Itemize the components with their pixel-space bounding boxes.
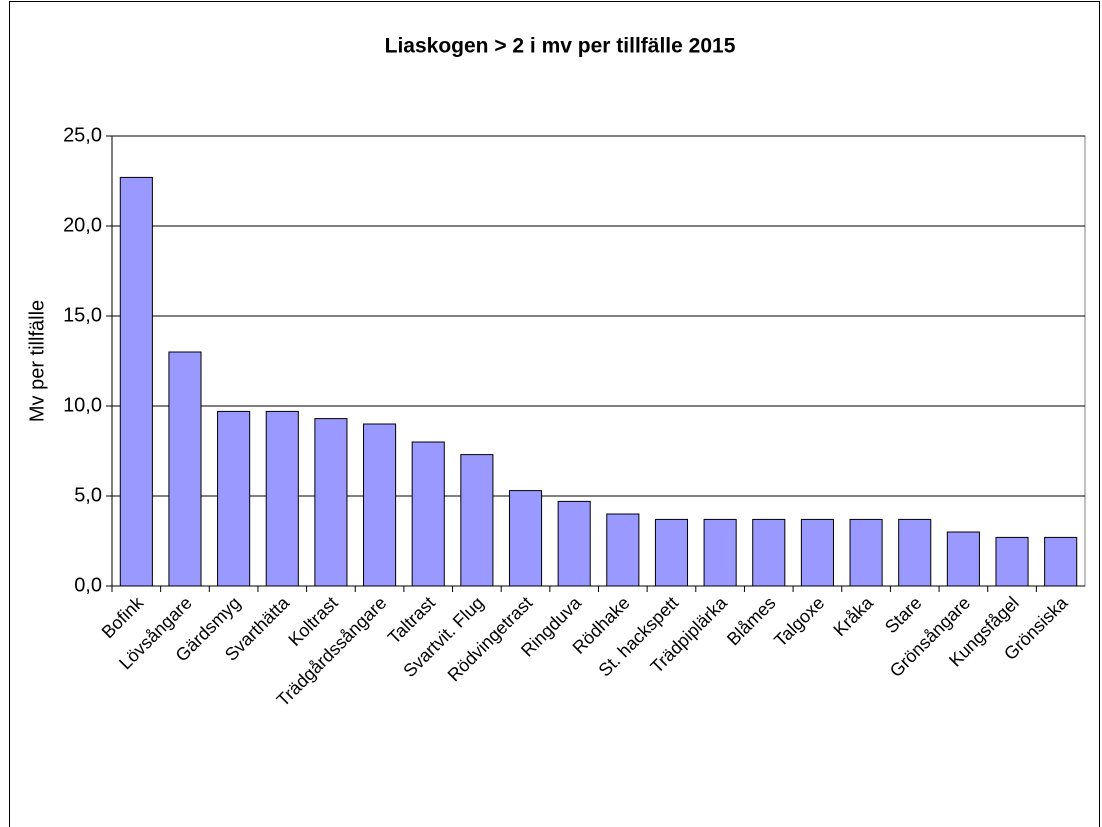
bar xyxy=(508,490,543,587)
chart-title: Liaskogen > 2 i mv per tillfälle 2015 xyxy=(385,35,736,58)
bar xyxy=(606,513,640,587)
y-tick-label: 5,0 xyxy=(74,484,102,506)
bar xyxy=(898,518,932,587)
bar xyxy=(460,454,494,587)
bar xyxy=(168,351,202,587)
bar xyxy=(1044,536,1078,587)
bar xyxy=(849,518,883,587)
bar xyxy=(654,518,689,587)
bar xyxy=(995,536,1029,587)
bar xyxy=(800,518,834,587)
y-tick-label: 0,0 xyxy=(74,574,102,596)
bar xyxy=(752,518,786,587)
bar xyxy=(265,410,299,587)
y-axis-label: Mv per tillfälle xyxy=(26,300,48,422)
bar xyxy=(557,500,591,587)
bar xyxy=(946,531,980,587)
bar xyxy=(217,410,251,587)
y-tick-label: 15,0 xyxy=(63,304,102,326)
bar xyxy=(363,423,397,587)
bar xyxy=(411,441,445,587)
y-tick-label: 20,0 xyxy=(63,214,102,236)
y-tick-label: 10,0 xyxy=(63,394,102,416)
bar xyxy=(314,418,348,587)
y-tick-label: 25,0 xyxy=(63,124,102,146)
bar xyxy=(703,518,737,587)
bar xyxy=(119,176,153,587)
